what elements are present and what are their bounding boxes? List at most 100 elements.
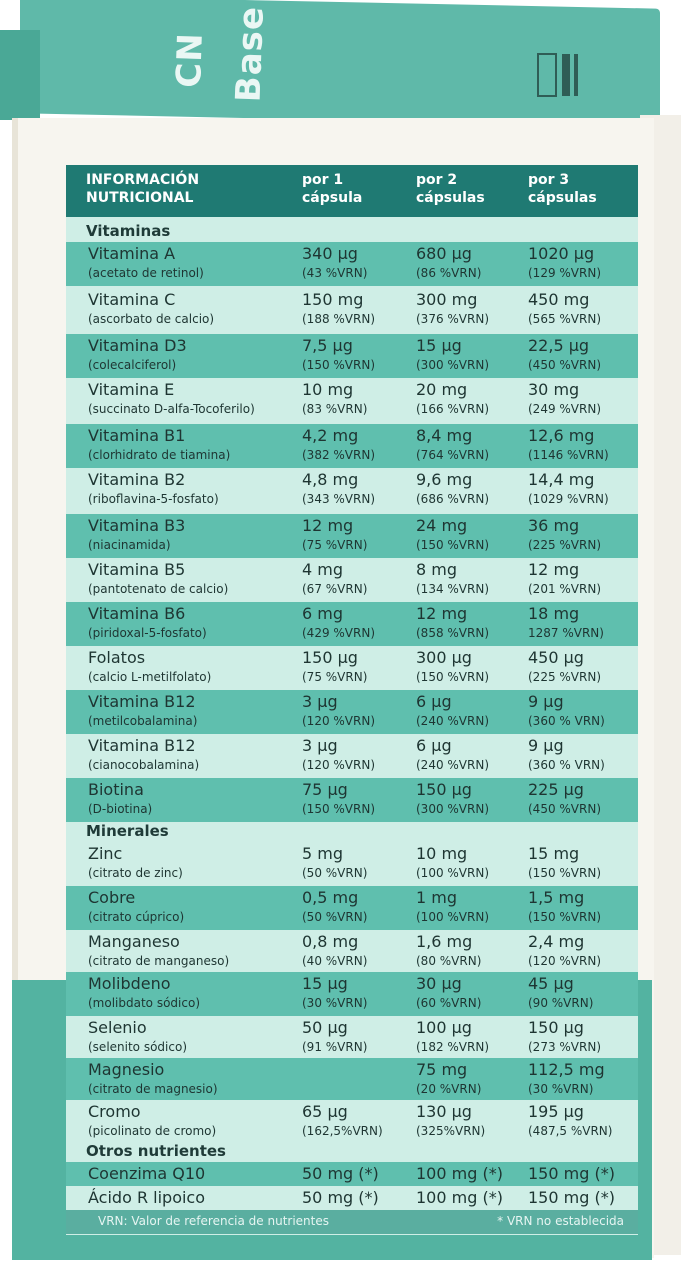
amount-value: 6 µg — [416, 692, 452, 711]
nutrient-row: Biotina (D-biotina) 75 µg (150 %VRN) 150 µg (… — [66, 778, 638, 822]
amount-value: 100 µg — [416, 1018, 472, 1037]
nutrient-row: Manganeso (citrato de manganeso) 0,8 mg (40… — [66, 930, 638, 972]
vrn-percent: (450 %VRN) — [528, 358, 602, 372]
amount-value: 0,8 mg — [302, 932, 359, 951]
nutrient-form: (cianocobalamina) — [88, 758, 200, 772]
amount-value: 100 mg (*) — [416, 1188, 503, 1207]
amount-value: 20 mg — [416, 380, 468, 399]
nutrient-name: Biotina — [88, 780, 144, 799]
nutrient-row: Vitamina B3 (niacinamida) 12 mg (75 %VRN) 24… — [66, 514, 638, 558]
amount-value: 300 mg — [416, 290, 478, 309]
vrn-percent: (100 %VRN) — [416, 910, 490, 924]
amount-value: 50 µg — [302, 1018, 348, 1037]
amount-value: 4,2 mg — [302, 426, 359, 445]
amount-value: 4 mg — [302, 560, 344, 579]
amount-value: 9 µg — [528, 736, 564, 755]
section-minerales: Minerales — [86, 822, 169, 840]
amount-value: 30 µg — [416, 974, 462, 993]
nutrient-row: Vitamina D3 (colecalciferol) 7,5 µg (150 %V… — [66, 334, 638, 378]
amount-value: 18 mg — [528, 604, 580, 623]
nutrient-name: Vitamina D3 — [88, 336, 187, 355]
amount-value: 2,4 mg — [528, 932, 585, 951]
vrn-percent: (120 %VRN) — [528, 954, 602, 968]
nutrient-name: Vitamina B1 — [88, 426, 186, 445]
amount-value: 100 mg (*) — [416, 1164, 503, 1183]
nutrient-form: (citrato de manganeso) — [88, 954, 230, 968]
nutrient-form: (piridoxal-5-fosfato) — [88, 626, 207, 640]
vrn-percent: (150 %VRN) — [416, 670, 490, 684]
vrn-percent: (100 %VRN) — [416, 866, 490, 880]
vrn-percent: (764 %VRN) — [416, 448, 490, 462]
nutrient-form: (calcio L-metilfolato) — [88, 670, 212, 684]
vrn-percent: (60 %VRN) — [416, 996, 482, 1010]
amount-value: 1,5 mg — [528, 888, 585, 907]
vrn-percent: (225 %VRN) — [528, 538, 602, 552]
nutrient-form: (citrato cúprico) — [88, 910, 185, 924]
vrn-percent: (67 %VRN) — [302, 582, 368, 596]
nutrient-form: (colecalciferol) — [88, 358, 177, 372]
nutrient-name: Vitamina B12 — [88, 736, 196, 755]
amount-value: 65 µg — [302, 1102, 348, 1121]
nutrient-name: Vitamina C — [88, 290, 176, 309]
amount-value: 1 mg — [416, 888, 458, 907]
vrn-percent: (80 %VRN) — [416, 954, 482, 968]
amount-value: 3 µg — [302, 692, 338, 711]
vrn-percent: (120 %VRN) — [302, 758, 376, 772]
nutrient-form: (citrato de magnesio) — [88, 1082, 218, 1096]
vrn-percent: (129 %VRN) — [528, 266, 602, 280]
amount-value: 0,5 mg — [302, 888, 359, 907]
nutrient-name: Zinc — [88, 844, 123, 863]
vrn-percent: (150 %VRN) — [302, 358, 376, 372]
vrn-percent: (686 %VRN) — [416, 492, 490, 506]
nutrient-row: Vitamina B2 (riboflavina-5-fosfato) 4,8 mg… — [66, 468, 638, 512]
vrn-percent: (50 %VRN) — [302, 910, 368, 924]
amount-value: 22,5 µg — [528, 336, 590, 355]
nutrient-name: Manganeso — [88, 932, 180, 951]
amount-value: 30 mg — [528, 380, 580, 399]
vrn-percent: (487,5 %VRN) — [528, 1124, 613, 1138]
vrn-percent: (120 %VRN) — [302, 714, 376, 728]
amount-value: 3 µg — [302, 736, 338, 755]
amount-value: 150 mg (*) — [528, 1164, 615, 1183]
amount-value: 4,8 mg — [302, 470, 359, 489]
nutrient-form: (niacinamida) — [88, 538, 171, 552]
nutrient-form: (acetato de retinol) — [88, 266, 204, 280]
nutrient-row: Vitamina B12 (cianocobalamina) 3 µg (120 %V… — [66, 734, 638, 778]
vrn-percent: (325%VRN) — [416, 1124, 486, 1138]
vrn-percent: (134 %VRN) — [416, 582, 490, 596]
vrn-percent: (150 %VRN) — [528, 866, 602, 880]
nutrient-form: (riboflavina-5-fosfato) — [88, 492, 219, 506]
section-otros: Otros nutrientes — [86, 1142, 226, 1160]
amount-value: 195 µg — [528, 1102, 584, 1121]
header-2-capsules: por 2 cápsulas — [416, 172, 485, 206]
amount-value: 9,6 mg — [416, 470, 473, 489]
nutrient-name: Vitamina B12 — [88, 692, 196, 711]
vrn-percent: (83 %VRN) — [302, 402, 368, 416]
nutrient-name: Cromo — [88, 1102, 141, 1121]
amount-value: 680 µg — [416, 244, 472, 263]
amount-value: 9 µg — [528, 692, 564, 711]
manufacturer-logo-icon — [520, 50, 595, 105]
nutrient-name: Selenio — [88, 1018, 147, 1037]
vrn-percent: (273 %VRN) — [528, 1040, 602, 1054]
amount-value: 6 mg — [302, 604, 344, 623]
amount-value: 45 µg — [528, 974, 574, 993]
amount-value: 150 mg — [302, 290, 364, 309]
vrn-percent: (30 %VRN) — [528, 1082, 594, 1096]
nutrient-name: Vitamina B5 — [88, 560, 186, 579]
amount-value: 150 µg — [302, 648, 358, 667]
nutrient-name: Vitamina B3 — [88, 516, 186, 535]
amount-value: 300 µg — [416, 648, 472, 667]
amount-value: 1,6 mg — [416, 932, 473, 951]
vrn-percent: (188 %VRN) — [302, 312, 376, 326]
amount-value: 8,4 mg — [416, 426, 473, 445]
nutrient-row: Vitamina B1 (clorhidrato de tiamina) 4,2 m… — [66, 424, 638, 468]
vrn-percent: (166 %VRN) — [416, 402, 490, 416]
vrn-percent: (249 %VRN) — [528, 402, 602, 416]
amount-value: 36 mg — [528, 516, 580, 535]
amount-value: 15 µg — [302, 974, 348, 993]
nutrient-form: (pantotenato de calcio) — [88, 582, 229, 596]
brand-name: CN Base — [169, 5, 272, 103]
nutrient-row: Cobre (citrato cúprico) 0,5 mg (50 %VRN) 1 m… — [66, 886, 638, 930]
